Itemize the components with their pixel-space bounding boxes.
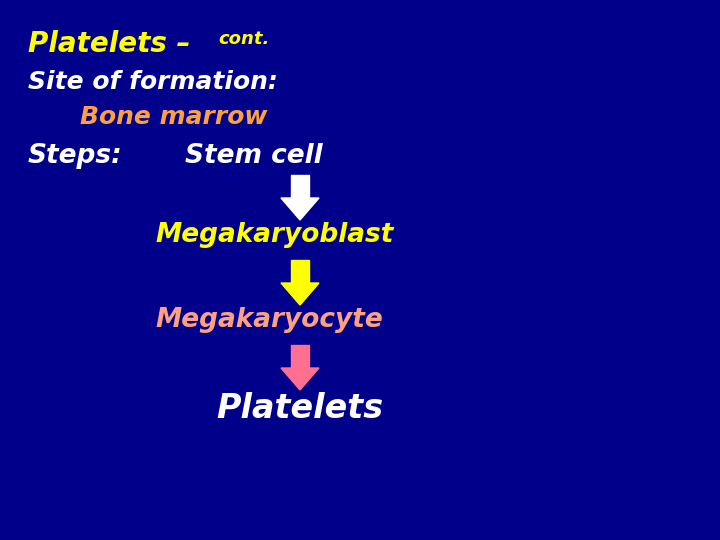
Bar	[291, 260, 309, 283]
Polygon shape	[281, 198, 319, 220]
Text: Bone marrow: Bone marrow	[80, 105, 268, 129]
Text: Megakaryocyte: Megakaryocyte	[155, 307, 383, 333]
Text: Megakaryoblast: Megakaryoblast	[155, 222, 393, 248]
Text: Site of formation:: Site of formation:	[28, 70, 278, 94]
Polygon shape	[281, 283, 319, 305]
Text: Platelets –: Platelets –	[28, 30, 200, 58]
Text: cont.: cont.	[218, 30, 269, 48]
Polygon shape	[281, 368, 319, 390]
Bar	[291, 175, 309, 198]
Text: Stem cell: Stem cell	[185, 143, 323, 169]
Bar	[291, 345, 309, 368]
Text: Platelets: Platelets	[217, 392, 384, 425]
Text: Steps:: Steps:	[28, 143, 122, 169]
